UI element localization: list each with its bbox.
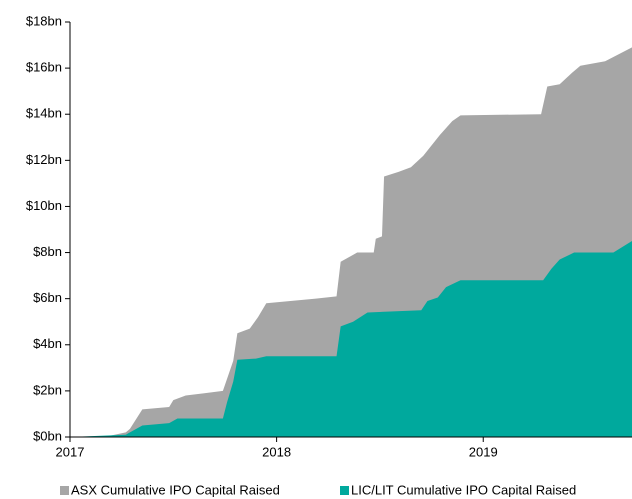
y-tick-label: $6bn [33, 290, 62, 305]
legend-label: ASX Cumulative IPO Capital Raised [71, 482, 280, 497]
y-tick-label: $18bn [26, 13, 62, 28]
area [70, 241, 632, 437]
y-tick-label: $10bn [26, 198, 62, 213]
x-tick-label: 2018 [262, 444, 291, 459]
y-tick-label: $12bn [26, 152, 62, 167]
x-tick-label: 2019 [469, 444, 498, 459]
legend-label: LIC/LIT Cumulative IPO Capital Raised [351, 482, 576, 497]
y-tick-label: $4bn [33, 336, 62, 351]
y-tick-label: $16bn [26, 60, 62, 75]
legend-swatch [60, 486, 69, 495]
y-tick-label: $2bn [33, 382, 62, 397]
x-tick-label: 2017 [56, 444, 85, 459]
y-tick-label: $0bn [33, 428, 62, 443]
y-tick-label: $14bn [26, 106, 62, 121]
y-tick-label: $8bn [33, 244, 62, 259]
legend-swatch [340, 486, 349, 495]
